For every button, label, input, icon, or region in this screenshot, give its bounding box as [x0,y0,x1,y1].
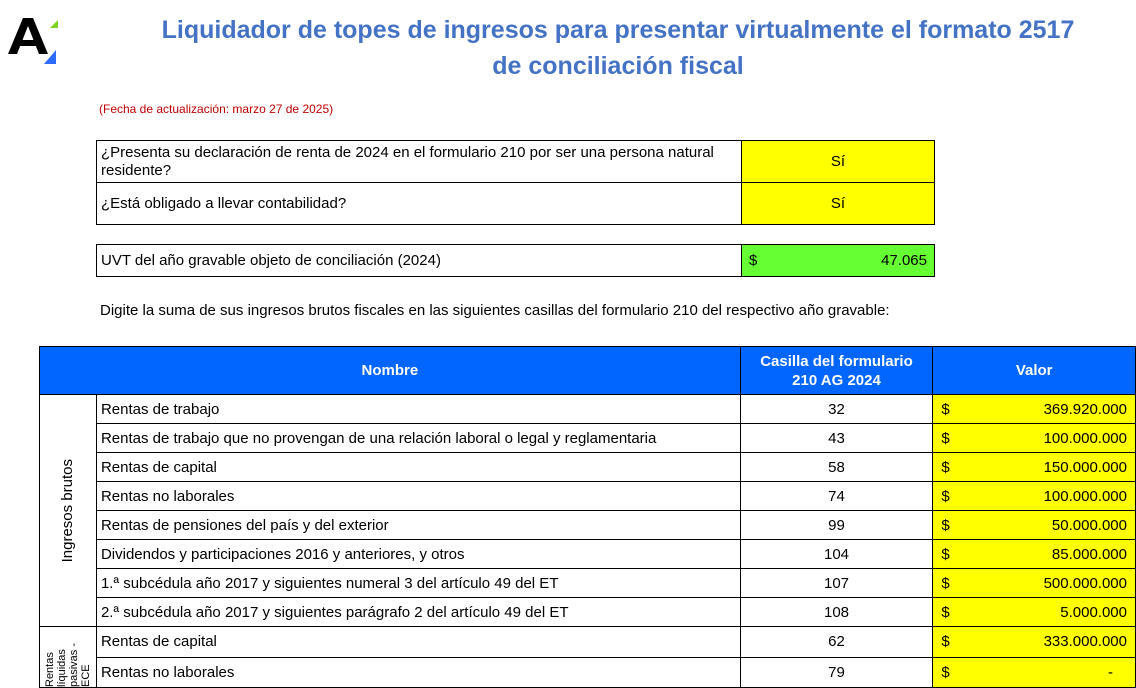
currency-symbol: $ [941,487,950,505]
row-name: Dividendos y participaciones 2016 y ante… [95,539,741,569]
header-name: Nombre [39,346,741,395]
row-value: 369.920.000 [1043,400,1127,418]
row-value: 150.000.000 [1043,458,1127,476]
group-passive: Rentas líquidas pasivas - ECE [39,626,97,688]
currency-symbol: $ [941,603,950,621]
row-box: 107 [739,568,934,598]
group-income: Ingresos brutos [39,394,97,627]
row-box: 104 [739,539,934,569]
income-table: Nombre Casilla del formulario 210 AG 202… [39,346,1136,688]
table-row: Rentas de pensiones del país y del exter… [40,510,1136,540]
table-row: 2.ª subcédula año 2017 y siguientes pará… [40,597,1136,627]
update-date: (Fecha de actualización: marzo 27 de 202… [99,102,334,116]
row-box: 99 [739,510,934,540]
table-row: Rentas líquidas pasivas - ECE Rentas de … [39,626,1136,688]
table-row: Rentas no laborales 74 $100.000.000 [40,481,1136,511]
row-value: 50.000.000 [1051,516,1127,534]
row-name: Rentas de pensiones del país y del exter… [95,510,741,540]
row-box: 58 [739,452,934,482]
currency-symbol: $ [941,545,950,563]
table-row: Ingresos brutos Rentas de trabajo 32 $36… [39,394,1136,627]
questions-table: ¿Presenta su declaración de renta de 202… [96,140,935,225]
value-input[interactable]: $500.000.000 [932,568,1136,598]
value-input[interactable]: $100.000.000 [932,481,1136,511]
row-box: 43 [739,423,934,453]
currency-symbol: $ [749,252,758,269]
row-name: Rentas de capital [95,626,741,658]
table-row: Dividendos y participaciones 2016 y ante… [40,539,1136,569]
currency-symbol: $ [941,574,950,592]
question-row: ¿Presenta su declaración de renta de 202… [96,140,935,183]
answer-select-accounting[interactable]: Sí [741,182,935,225]
group-label: Ingresos brutos [59,458,77,563]
uvt-value-cell: $ 47.065 [741,244,935,277]
row-value: 85.000.000 [1051,545,1127,563]
row-name: Rentas de trabajo [95,394,741,424]
value-input[interactable]: $50.000.000 [932,510,1136,540]
group-label: Rentas líquidas pasivas - ECE [43,642,92,687]
row-box: 74 [739,481,934,511]
row-name: Rentas de capital [95,452,741,482]
row-value: 100.000.000 [1043,487,1127,505]
value-input[interactable]: $85.000.000 [932,539,1136,569]
row-box: 79 [739,656,934,688]
question-label: ¿Presenta su declaración de renta de 202… [96,140,742,183]
row-name: Rentas no laborales [95,481,741,511]
currency-symbol: $ [941,458,950,476]
uvt-value: 47.065 [881,252,927,269]
row-value: 100.000.000 [1043,429,1127,447]
row-value: 5.000.000 [1060,603,1127,621]
row-box: 108 [739,597,934,627]
question-row: ¿Está obligado a llevar contabilidad? Sí [96,182,935,225]
value-input[interactable]: $150.000.000 [932,452,1136,482]
title-line-1: Liquidador de topes de ingresos para pre… [161,16,1075,44]
table-header-row: Nombre Casilla del formulario 210 AG 202… [39,346,1136,395]
row-box: 32 [739,394,934,424]
page-title: Liquidador de topes de ingresos para pre… [100,12,1136,84]
currency-symbol: $ [941,429,950,447]
row-box: 62 [739,626,934,658]
uvt-table: UVT del año gravable objeto de conciliac… [96,244,935,277]
value-input[interactable]: $369.920.000 [932,394,1136,424]
row-name: 1.ª subcédula año 2017 y siguientes nume… [95,568,741,598]
uvt-label: UVT del año gravable objeto de conciliac… [96,244,742,277]
instruction-text: Digite la suma de sus ingresos brutos fi… [100,302,890,319]
header-box: Casilla del formulario 210 AG 2024 [739,346,934,395]
row-name: 2.ª subcédula año 2017 y siguientes pará… [95,597,741,627]
header-value: Valor [932,346,1136,395]
table-row: Rentas de trabajo que no provengan de un… [40,423,1136,453]
value-input[interactable]: $ - [932,656,1136,688]
answer-select-declaration[interactable]: Sí [741,140,935,183]
value-input[interactable]: $333.000.000 [932,626,1136,658]
value-input[interactable]: $100.000.000 [932,423,1136,453]
row-name: Rentas de trabajo que no provengan de un… [95,423,741,453]
title-line-2: de conciliación fiscal [492,52,744,80]
table-row: Rentas no laborales 79 $ - [40,656,1136,688]
currency-symbol: $ [941,633,950,651]
question-label: ¿Está obligado a llevar contabilidad? [96,182,742,225]
row-value: 500.000.000 [1043,574,1127,592]
row-value: - [1108,663,1113,681]
row-value: 333.000.000 [1043,633,1127,651]
actualicese-logo-icon [8,18,58,64]
currency-symbol: $ [941,663,950,681]
table-row: 1.ª subcédula año 2017 y siguientes nume… [40,568,1136,598]
currency-symbol: $ [941,516,950,534]
currency-symbol: $ [941,400,950,418]
table-row: Rentas de capital 58 $150.000.000 [40,452,1136,482]
value-input[interactable]: $5.000.000 [932,597,1136,627]
row-name: Rentas no laborales [95,656,741,688]
